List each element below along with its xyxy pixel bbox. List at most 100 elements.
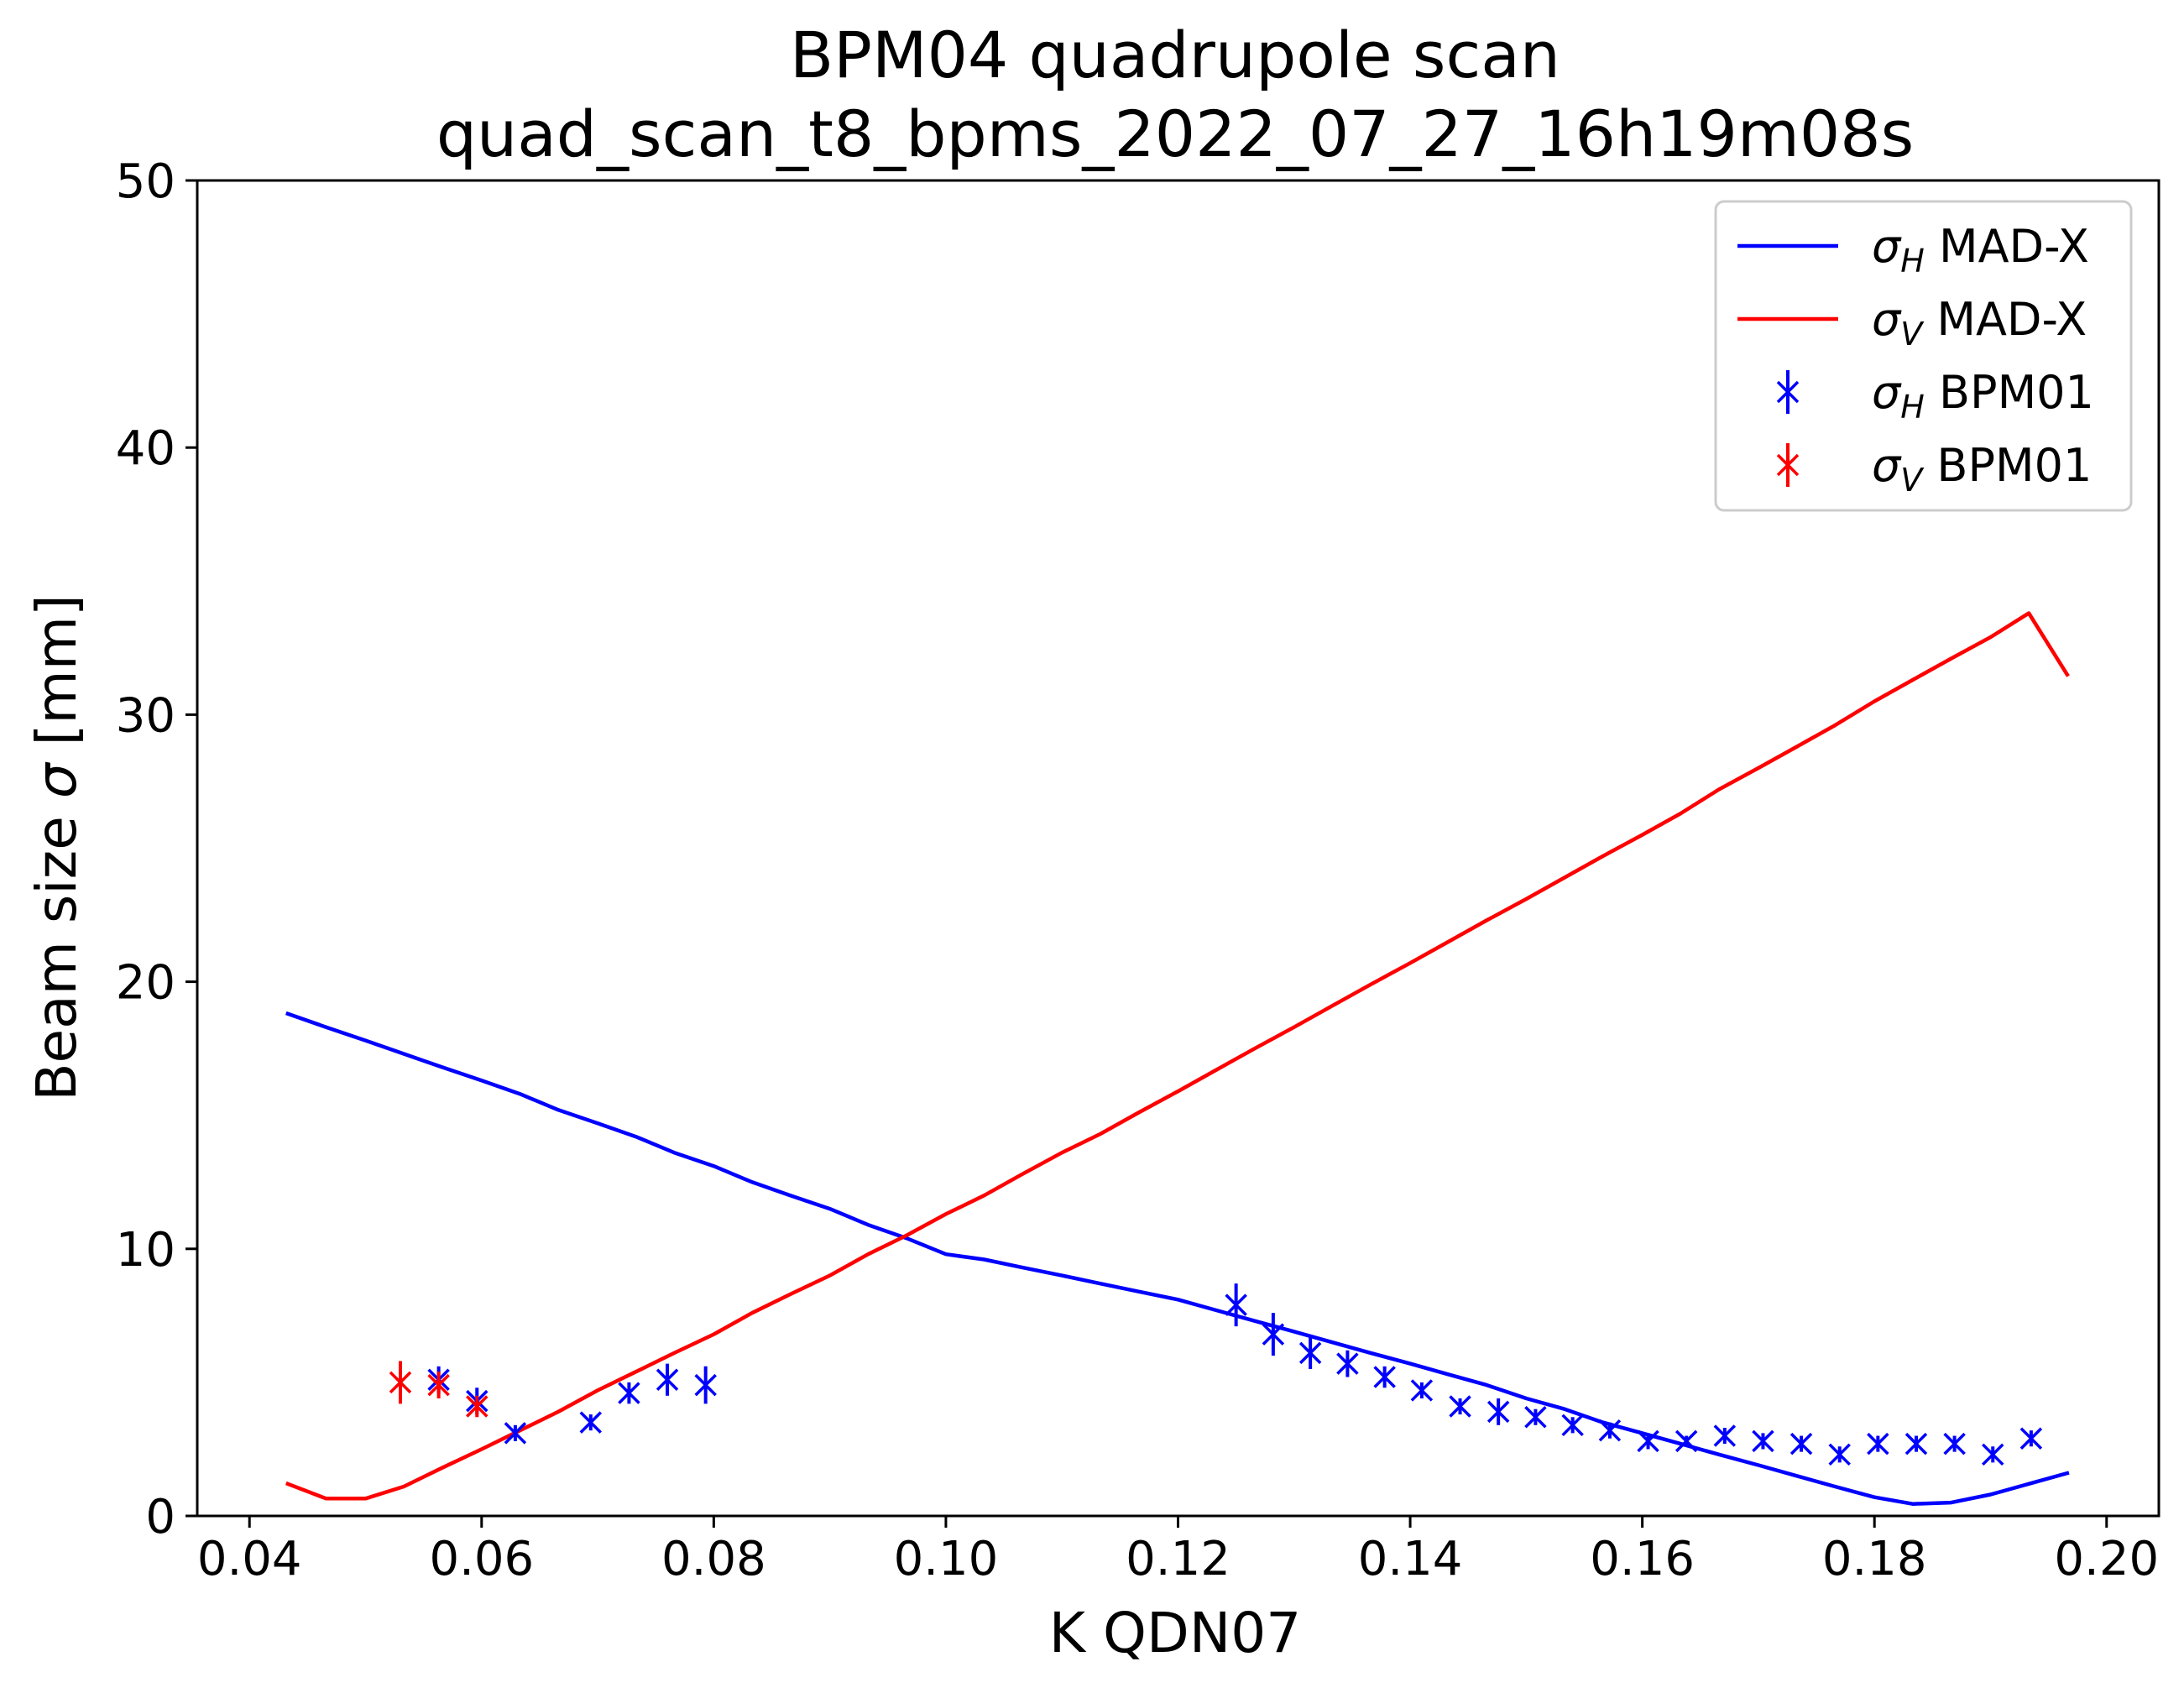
legend-label: σV MAD-X — [1872, 293, 2087, 353]
y-axis-label-prefix: Beam size — [24, 798, 89, 1101]
y-axis: 0 10 20 30 40 50 — [116, 154, 197, 1544]
y-tick-label: 10 — [116, 1223, 175, 1278]
data-point-h-bpm01 — [1373, 1366, 1396, 1388]
y-axis-label: Beam size σ [mm] — [24, 594, 89, 1100]
legend-box — [1714, 200, 2133, 512]
x-marker — [1675, 1429, 1698, 1453]
legend: σH MAD-X σV MAD-X σH BPM01 σV BPM01 — [1714, 200, 2133, 512]
x-marker — [1943, 1432, 1966, 1455]
series-points-v-bpm01 — [389, 1361, 489, 1418]
y-tick-label: 20 — [116, 956, 175, 1011]
data-point-h-bpm01 — [1486, 1398, 1510, 1425]
data-point-h-bpm01 — [1298, 1336, 1322, 1369]
x-marker — [1598, 1419, 1622, 1442]
legend-item-v-bpm01: σV BPM01 — [1776, 439, 2092, 499]
data-point-h-bpm01 — [2019, 1427, 2043, 1450]
data-point-h-bpm01 — [1904, 1432, 1928, 1455]
data-point-h-bpm01 — [1982, 1443, 2004, 1466]
y-tick-label: 30 — [116, 688, 175, 743]
data-point-h-bpm01 — [1225, 1283, 1247, 1327]
x-tick-label: 0.18 — [1822, 1532, 1927, 1586]
data-point-h-bpm01 — [1561, 1414, 1584, 1437]
x-marker — [1982, 1443, 2004, 1466]
series-line-v-madx — [285, 611, 2070, 1501]
x-marker — [1262, 1323, 1285, 1346]
data-point-v-bpm01 — [466, 1395, 489, 1418]
x-marker — [579, 1411, 603, 1434]
data-point-h-bpm01 — [1943, 1432, 1966, 1455]
x-marker — [1486, 1400, 1510, 1424]
legend-label: σH BPM01 — [1872, 366, 2094, 426]
x-marker — [1449, 1395, 1471, 1418]
data-point-h-bpm01 — [579, 1411, 603, 1434]
data-point-h-bpm01 — [618, 1382, 640, 1404]
data-point-h-bpm01 — [504, 1422, 527, 1445]
data-point-h-bpm01 — [1675, 1429, 1698, 1453]
data-point-h-bpm01 — [1262, 1313, 1285, 1356]
y-tick-label: 40 — [116, 421, 175, 476]
y-axis-label-unit: [mm] — [24, 594, 89, 763]
data-point-h-bpm01 — [1637, 1429, 1659, 1453]
data-point-v-bpm01 — [389, 1361, 412, 1404]
data-point-h-bpm01 — [1524, 1406, 1547, 1429]
x-marker — [1561, 1414, 1584, 1437]
data-point-h-bpm01 — [1752, 1429, 1774, 1453]
x-marker — [1225, 1293, 1247, 1316]
x-marker — [2019, 1427, 2043, 1450]
x-marker — [427, 1373, 450, 1397]
x-marker — [1373, 1366, 1396, 1388]
x-tick-label: 0.16 — [1590, 1532, 1695, 1586]
data-point-v-bpm01 — [427, 1372, 450, 1398]
x-marker — [1752, 1429, 1774, 1453]
data-point-h-bpm01 — [1410, 1379, 1434, 1402]
x-marker — [1867, 1432, 1889, 1455]
x-marker — [656, 1368, 679, 1391]
x-marker — [466, 1395, 489, 1418]
chart-subtitle: quad_scan_t8_bpms_2022_07_27_16h19m08s — [436, 97, 1914, 171]
x-axis: 0.04 0.06 0.08 0.10 0.12 0.14 0.16 0.18 0.20 — [197, 1516, 2159, 1586]
x-marker — [618, 1382, 640, 1404]
legend-swatch-marker — [1776, 380, 1800, 404]
legend-label: σV BPM01 — [1872, 439, 2092, 499]
x-marker — [1637, 1429, 1659, 1453]
chart-title: BPM04 quadrupole scan — [790, 18, 1560, 92]
data-point-h-bpm01 — [1598, 1419, 1622, 1442]
x-marker — [694, 1373, 717, 1397]
x-tick-label: 0.20 — [2054, 1532, 2159, 1586]
data-point-h-bpm01 — [1790, 1432, 1813, 1455]
x-tick-label: 0.14 — [1358, 1532, 1463, 1586]
x-marker — [1336, 1352, 1359, 1375]
x-tick-label: 0.12 — [1126, 1532, 1230, 1586]
legend-item-h-bpm01: σH BPM01 — [1776, 366, 2094, 426]
x-marker — [504, 1422, 527, 1445]
x-marker — [389, 1371, 412, 1394]
x-marker — [1790, 1432, 1813, 1455]
data-point-h-bpm01 — [1828, 1443, 1851, 1466]
x-marker — [1410, 1379, 1434, 1402]
x-marker — [1524, 1406, 1547, 1429]
y-axis-label-symbol: σ — [24, 761, 89, 798]
x-marker — [1828, 1443, 1851, 1466]
data-point-h-bpm01 — [1867, 1432, 1889, 1455]
data-point-h-bpm01 — [694, 1366, 717, 1404]
plot-area — [285, 611, 2070, 1506]
data-point-h-bpm01 — [656, 1363, 679, 1396]
series-line-h-madx — [285, 1011, 2070, 1506]
legend-item-v-madx: σV MAD-X — [1737, 293, 2087, 353]
x-marker — [1713, 1424, 1737, 1447]
x-tick-label: 0.04 — [197, 1532, 302, 1586]
legend-swatch-marker — [1776, 453, 1800, 477]
legend-label: σH MAD-X — [1872, 220, 2089, 280]
x-axis-label: K QDN07 — [1049, 1601, 1301, 1665]
data-point-h-bpm01 — [1336, 1350, 1359, 1377]
x-tick-label: 0.10 — [894, 1532, 999, 1586]
x-marker — [1904, 1432, 1928, 1455]
data-point-h-bpm01 — [1449, 1395, 1471, 1418]
y-tick-label: 50 — [116, 154, 175, 209]
x-tick-label: 0.06 — [429, 1532, 534, 1586]
legend-item-h-madx: σH MAD-X — [1737, 220, 2089, 280]
y-axis-label-group: Beam size σ [mm] — [24, 594, 89, 1100]
data-point-h-bpm01 — [1713, 1424, 1737, 1447]
x-marker — [1298, 1341, 1322, 1365]
